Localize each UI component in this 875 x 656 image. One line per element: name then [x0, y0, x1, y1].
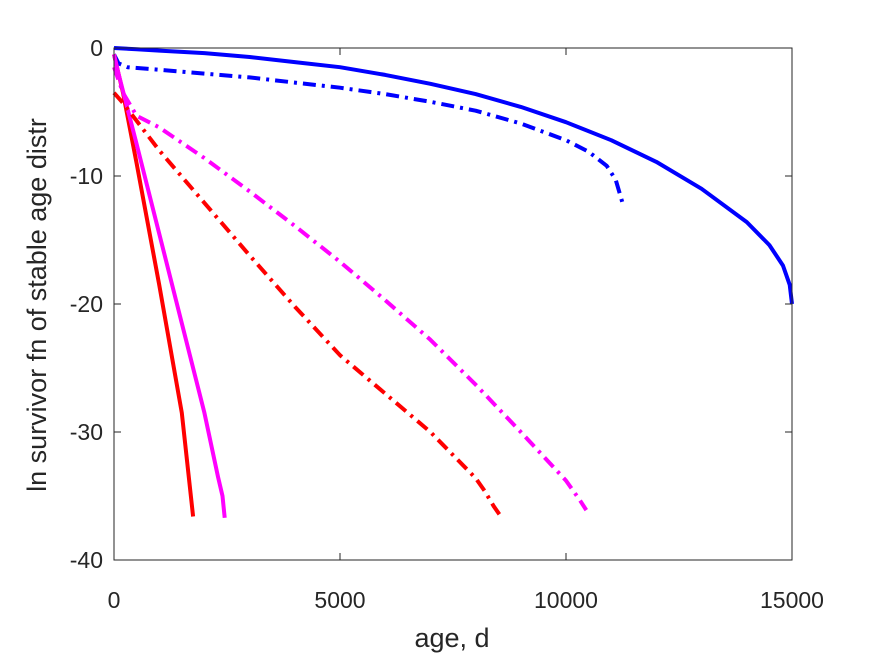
- y-tick-label: -10: [70, 163, 103, 189]
- series-line-5: [112, 91, 503, 518]
- axes-layer: 0 5000 10000 15000 0 -10 -20 -30 -40: [70, 35, 824, 613]
- y-tick-label: -30: [70, 419, 103, 445]
- y-tick-label: -20: [70, 291, 103, 317]
- x-tick-label: 15000: [760, 587, 824, 613]
- series-line-6: [112, 66, 588, 512]
- series-layer: [112, 46, 794, 519]
- y-axis-label: ln survivor fn of stable age distr: [22, 118, 52, 492]
- x-tick-label: 0: [108, 587, 121, 613]
- y-tick-label: -40: [70, 547, 103, 573]
- x-axis-label: age, d: [414, 623, 489, 653]
- x-tick-label: 10000: [534, 587, 598, 613]
- y-tick-label: 0: [90, 35, 103, 61]
- x-tick-label: 5000: [314, 587, 365, 613]
- series-line-1: [113, 46, 794, 305]
